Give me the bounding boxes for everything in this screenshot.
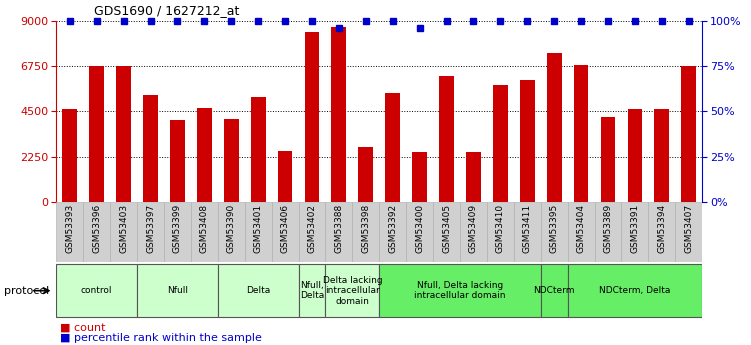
FancyBboxPatch shape	[514, 202, 541, 262]
Text: GSM53408: GSM53408	[200, 204, 209, 253]
Text: Delta: Delta	[246, 286, 270, 295]
Text: GSM53389: GSM53389	[604, 204, 613, 253]
Text: GSM53390: GSM53390	[227, 204, 236, 253]
Bar	[89, 66, 104, 202]
FancyBboxPatch shape	[56, 264, 137, 317]
FancyBboxPatch shape	[595, 202, 622, 262]
Bar	[62, 109, 77, 202]
FancyBboxPatch shape	[164, 202, 191, 262]
Text: GSM53410: GSM53410	[496, 204, 505, 253]
FancyBboxPatch shape	[83, 202, 110, 262]
Text: GSM53401: GSM53401	[254, 204, 263, 253]
FancyBboxPatch shape	[137, 264, 218, 317]
Bar	[197, 108, 212, 202]
Bar	[358, 148, 373, 202]
FancyBboxPatch shape	[56, 202, 83, 262]
FancyBboxPatch shape	[299, 202, 325, 262]
Bar	[116, 66, 131, 202]
Text: GSM53388: GSM53388	[334, 204, 343, 253]
Text: GSM53393: GSM53393	[65, 204, 74, 253]
FancyBboxPatch shape	[648, 202, 675, 262]
FancyBboxPatch shape	[110, 202, 137, 262]
FancyBboxPatch shape	[325, 264, 379, 317]
Text: GSM53394: GSM53394	[657, 204, 666, 253]
Bar	[331, 27, 346, 202]
Bar	[305, 32, 319, 202]
FancyBboxPatch shape	[568, 202, 595, 262]
FancyBboxPatch shape	[191, 202, 218, 262]
Bar	[547, 53, 562, 202]
Bar	[385, 93, 400, 202]
Text: GSM53404: GSM53404	[577, 204, 586, 253]
Text: GSM53398: GSM53398	[361, 204, 370, 253]
FancyBboxPatch shape	[541, 264, 568, 317]
Text: ■ count: ■ count	[60, 323, 106, 332]
Bar	[628, 109, 642, 202]
FancyBboxPatch shape	[541, 202, 568, 262]
Text: GSM53409: GSM53409	[469, 204, 478, 253]
Text: GSM53391: GSM53391	[630, 204, 639, 253]
Text: GSM53400: GSM53400	[415, 204, 424, 253]
Text: GSM53396: GSM53396	[92, 204, 101, 253]
FancyBboxPatch shape	[406, 202, 433, 262]
Text: NDCterm, Delta: NDCterm, Delta	[599, 286, 671, 295]
FancyBboxPatch shape	[487, 202, 514, 262]
Text: Nfull,
Delta: Nfull, Delta	[300, 281, 324, 300]
FancyBboxPatch shape	[675, 202, 702, 262]
Text: GSM53397: GSM53397	[146, 204, 155, 253]
Text: GSM53406: GSM53406	[281, 204, 290, 253]
FancyBboxPatch shape	[218, 264, 299, 317]
Bar	[170, 120, 185, 202]
Text: Nfull, Delta lacking
intracellular domain: Nfull, Delta lacking intracellular domai…	[415, 281, 505, 300]
FancyBboxPatch shape	[245, 202, 272, 262]
Bar	[143, 95, 158, 202]
FancyBboxPatch shape	[299, 264, 325, 317]
Text: GDS1690 / 1627212_at: GDS1690 / 1627212_at	[94, 4, 240, 17]
FancyBboxPatch shape	[568, 264, 702, 317]
FancyBboxPatch shape	[218, 202, 245, 262]
Bar	[681, 66, 696, 202]
FancyBboxPatch shape	[352, 202, 379, 262]
Bar	[654, 109, 669, 202]
FancyBboxPatch shape	[433, 202, 460, 262]
Bar	[251, 97, 266, 202]
Bar	[224, 119, 239, 202]
Bar	[574, 65, 589, 202]
Bar	[466, 151, 481, 202]
Text: GSM53405: GSM53405	[442, 204, 451, 253]
Text: GSM53411: GSM53411	[523, 204, 532, 253]
Text: Nfull: Nfull	[167, 286, 188, 295]
Text: GSM53407: GSM53407	[684, 204, 693, 253]
Text: Delta lacking
intracellular
domain: Delta lacking intracellular domain	[322, 276, 382, 306]
Bar	[520, 80, 535, 202]
FancyBboxPatch shape	[460, 202, 487, 262]
Text: GSM53392: GSM53392	[388, 204, 397, 253]
FancyBboxPatch shape	[622, 202, 648, 262]
Bar	[278, 150, 292, 202]
Bar	[412, 151, 427, 202]
Text: GSM53395: GSM53395	[550, 204, 559, 253]
FancyBboxPatch shape	[379, 202, 406, 262]
Text: NDCterm: NDCterm	[533, 286, 575, 295]
Bar	[439, 76, 454, 202]
FancyBboxPatch shape	[137, 202, 164, 262]
Text: GSM53402: GSM53402	[307, 204, 316, 253]
FancyBboxPatch shape	[272, 202, 299, 262]
Bar	[493, 85, 508, 202]
Bar	[601, 117, 615, 202]
Text: ■ percentile rank within the sample: ■ percentile rank within the sample	[60, 333, 262, 343]
FancyBboxPatch shape	[325, 202, 352, 262]
Text: protocol: protocol	[4, 286, 49, 296]
Text: control: control	[81, 286, 113, 295]
Text: GSM53399: GSM53399	[173, 204, 182, 253]
Text: GSM53403: GSM53403	[119, 204, 128, 253]
FancyBboxPatch shape	[379, 264, 541, 317]
